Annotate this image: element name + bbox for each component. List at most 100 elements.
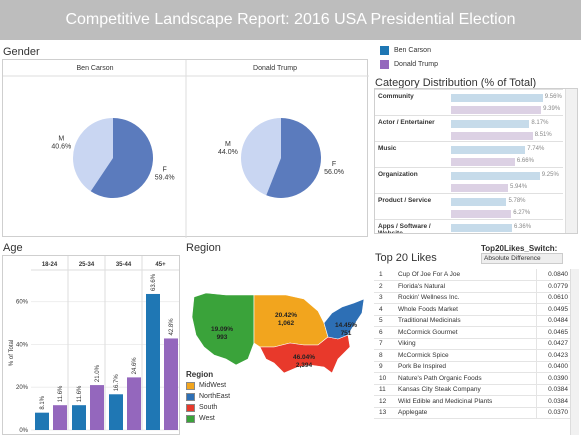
age-bar[interactable] <box>53 405 67 430</box>
region-legend-label: MidWest <box>199 382 227 389</box>
like-value: 0.0423 <box>535 349 570 362</box>
like-rank: 1 <box>374 269 396 281</box>
age-bar[interactable] <box>72 405 86 430</box>
map-region-south[interactable] <box>259 334 351 374</box>
age-bar[interactable] <box>127 377 141 430</box>
map-region-northeast[interactable] <box>323 298 365 340</box>
like-value: 0.0370 <box>535 407 570 419</box>
age-ytick: 40% <box>16 342 29 348</box>
like-name: McCormick Gourmet <box>396 326 536 339</box>
like-rank: 6 <box>374 326 396 339</box>
like-name: Rockin' Wellness Inc. <box>396 292 536 304</box>
like-value: 0.0484 <box>535 315 570 327</box>
legend-item-donald-trump[interactable]: Donald Trump <box>380 57 438 71</box>
category-bar[interactable] <box>451 172 540 180</box>
category-label: Music <box>378 145 397 152</box>
table-row[interactable]: 2 Florida's Natural 0.0779 <box>374 280 570 293</box>
table-row[interactable]: 7 Viking 0.0427 <box>374 338 570 350</box>
category-bar-value: 9.39% <box>543 106 561 112</box>
table-row[interactable]: 5 Traditional Medicinals 0.0484 <box>374 315 570 327</box>
category-bar[interactable] <box>451 132 533 140</box>
like-value: 0.0427 <box>535 338 570 350</box>
category-label: Product / Service <box>378 197 432 204</box>
map-region-count: 1,062 <box>278 320 295 327</box>
table-row[interactable]: 9 Pork Be Inspired 0.0400 <box>374 361 570 373</box>
pie-slice-label: F <box>332 161 336 168</box>
age-ytick: 0% <box>19 428 28 434</box>
category-bar[interactable] <box>451 120 530 128</box>
like-rank: 4 <box>374 303 396 316</box>
likes-scrollbar[interactable] <box>570 269 579 435</box>
like-rank: 7 <box>374 338 396 350</box>
age-bar[interactable] <box>146 293 160 430</box>
region-legend-label: NorthEast <box>199 393 231 400</box>
category-bar-value: 5.94% <box>510 184 528 190</box>
age-bar[interactable] <box>109 394 123 430</box>
category-bar[interactable] <box>451 106 542 114</box>
table-row[interactable]: 8 McCormick Spice 0.0423 <box>374 349 570 362</box>
like-rank: 5 <box>374 315 396 327</box>
age-bar-label: 24.6% <box>132 357 138 375</box>
category-bar[interactable] <box>451 146 526 154</box>
age-ylabel: % of Total <box>9 340 15 366</box>
map-region-west[interactable] <box>191 292 255 366</box>
region-legend-label: West <box>199 415 215 422</box>
category-row: Organization 9.25% 5.94% <box>375 167 563 193</box>
category-bar-value: 6.36% <box>514 224 532 230</box>
table-row[interactable]: 10 Nature's Path Organic Foods 0.0390 <box>374 372 570 385</box>
category-scrollbar[interactable] <box>565 89 577 233</box>
region-swatch <box>186 381 195 390</box>
category-bar-value: 8.51% <box>534 132 552 138</box>
pie-slice-f[interactable] <box>266 118 322 198</box>
category-bar[interactable] <box>451 224 513 232</box>
map-region-pct: 46.04% <box>293 354 315 361</box>
age-category-label: 35-44 <box>116 262 132 268</box>
category-bar[interactable] <box>451 198 507 206</box>
category-bar-value: 7.74% <box>527 146 545 152</box>
category-label: Community <box>378 93 414 100</box>
legend-label: Ben Carson <box>394 46 431 54</box>
like-name: Florida's Natural <box>396 280 536 293</box>
region-swatch <box>186 403 195 412</box>
legend-item-ben-carson[interactable]: Ben Carson <box>380 43 438 57</box>
gender-panel: Ben Carson M 40.6% F 59.4% Donald Trump M 44.0%… <box>2 59 369 238</box>
like-name: Traditional Medicinals <box>396 315 536 327</box>
like-value: 0.0384 <box>535 384 570 396</box>
category-bar-value: 9.25% <box>541 172 559 178</box>
pie-slice-label: M <box>58 135 64 142</box>
category-bar[interactable] <box>451 210 512 218</box>
pie-slice-f[interactable] <box>90 118 154 198</box>
category-bar-value: 8.17% <box>531 120 549 126</box>
top20-switch[interactable]: Top20Likes_Switch: Absolute Difference <box>481 244 563 264</box>
table-row[interactable]: 1 Cup Of Joe For A Joe 0.0840 <box>374 269 570 281</box>
category-bar[interactable] <box>451 158 515 166</box>
region-legend-northeast[interactable]: NorthEast <box>186 391 230 402</box>
age-bar[interactable] <box>164 338 178 430</box>
category-bar[interactable] <box>451 184 509 192</box>
table-row[interactable]: 13 Applegate 0.0370 <box>374 407 570 419</box>
region-legend-midwest[interactable]: MidWest <box>186 380 230 391</box>
like-value: 0.0610 <box>535 292 570 304</box>
like-rank: 11 <box>374 384 396 396</box>
like-name: Whole Foods Market <box>396 303 536 316</box>
region-legend-west[interactable]: West <box>186 413 230 424</box>
category-row: Music 7.74% 6.66% <box>375 141 563 167</box>
table-row[interactable]: 6 McCormick Gourmet 0.0465 <box>374 326 570 339</box>
pie-title: Donald Trump <box>253 65 297 72</box>
region-title: Region <box>186 242 221 254</box>
age-bar[interactable] <box>35 412 49 430</box>
table-row[interactable]: 4 Whole Foods Market 0.0495 <box>374 303 570 316</box>
pie-slice-value: 44.0% <box>218 149 238 156</box>
age-bar[interactable] <box>90 385 104 430</box>
pie-slice-m[interactable] <box>241 118 281 196</box>
table-row[interactable]: 12 Wild Edible and Medicinal Plants 0.0384 <box>374 395 570 408</box>
pie-slice-m[interactable] <box>73 118 113 192</box>
switch-value[interactable]: Absolute Difference <box>481 253 563 264</box>
like-name: Pork Be Inspired <box>396 361 536 373</box>
pie-title: Ben Carson <box>77 65 114 72</box>
table-row[interactable]: 3 Rockin' Wellness Inc. 0.0610 <box>374 292 570 304</box>
region-legend-south[interactable]: South <box>186 402 230 413</box>
table-row[interactable]: 11 Kansas City Steak Company 0.0384 <box>374 384 570 396</box>
category-bar[interactable] <box>451 94 543 102</box>
pie-slice-label: F <box>163 167 167 174</box>
